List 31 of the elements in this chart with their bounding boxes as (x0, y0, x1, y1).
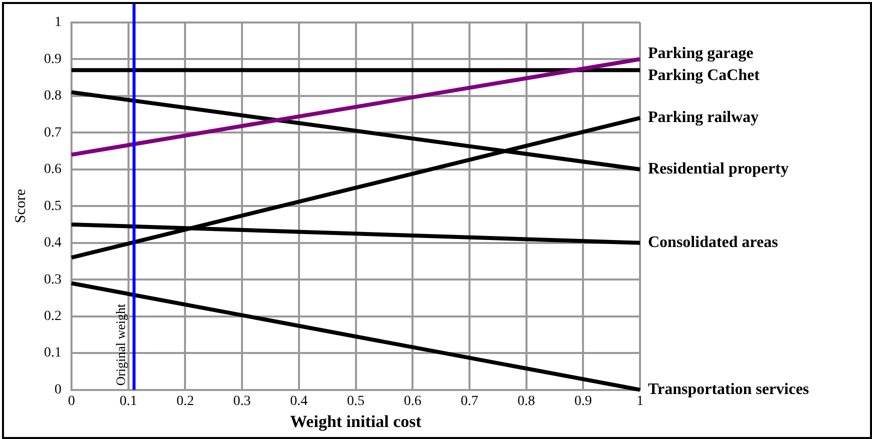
x-tick-label: 0.5 (347, 394, 364, 409)
y-axis-title: Score (12, 188, 29, 224)
x-tick-label: 0.2 (176, 394, 194, 409)
x-tick-label: 0.1 (120, 394, 138, 409)
y-tick-label: 0 (54, 382, 62, 398)
y-tick-label: 0.3 (44, 272, 62, 288)
y-tick-label: 0.1 (44, 346, 62, 361)
x-axis-title: Weight initial cost (290, 412, 422, 432)
y-tick-label: 0.8 (44, 88, 62, 104)
ref-line-label: Original weight (112, 303, 128, 386)
x-tick-label: 0.7 (460, 394, 478, 409)
x-tick-label: 0 (68, 394, 75, 409)
x-tick-label: 0.9 (574, 394, 592, 409)
y-tick-label: 0.7 (44, 125, 62, 140)
y-tick-label: 0.9 (44, 52, 62, 67)
x-tick-label: 0.8 (518, 394, 536, 409)
series-label: Consolidated areas (648, 234, 778, 251)
x-tick-label: 0.3 (233, 394, 251, 409)
y-tick-label: 1 (54, 15, 62, 30)
y-tick-label: 0.6 (44, 162, 62, 178)
series-label: Residential property (648, 160, 789, 178)
series-label: Parking railway (648, 109, 759, 126)
x-tick-label: 1 (636, 394, 644, 409)
x-tick-label: 0.4 (290, 394, 308, 409)
y-tick-label: 0.4 (44, 236, 62, 251)
series-label: Parking garage (648, 44, 754, 62)
y-tick-label: 0.2 (44, 308, 62, 324)
series-label: Transportation services (648, 380, 810, 398)
x-tick-label: 0.6 (404, 394, 422, 409)
y-tick-label: 0.5 (44, 198, 62, 214)
series-label: Parking CaChet (648, 66, 760, 84)
